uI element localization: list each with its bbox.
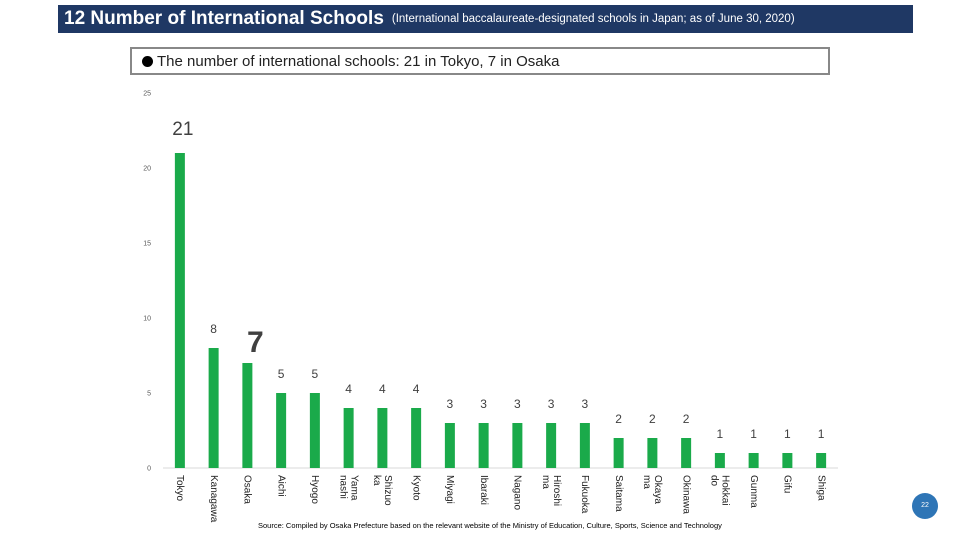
- page-number: 22: [921, 502, 929, 509]
- y-tick-label: 0: [147, 466, 151, 473]
- category-label: Osaka: [242, 475, 253, 504]
- y-tick-label: 10: [143, 316, 151, 323]
- source-note: Source: Compiled by Osaka Prefecture bas…: [258, 521, 722, 530]
- category-label: Miyagi: [444, 475, 455, 504]
- category-label: Shizuo: [382, 475, 393, 506]
- bar: [546, 423, 557, 468]
- data-label: 2: [615, 412, 622, 426]
- slide-title: 12 Number of International Schools: [64, 8, 384, 29]
- category-label: Hyogo: [309, 475, 320, 504]
- bar: [377, 408, 388, 468]
- bar: [343, 408, 354, 468]
- bar: [647, 438, 658, 468]
- category-label: ka: [371, 475, 382, 486]
- bar: [309, 393, 320, 468]
- data-label: 3: [447, 397, 454, 411]
- y-tick-label: 20: [143, 166, 151, 173]
- data-label: 4: [345, 382, 352, 396]
- category-label: Kanagawa: [208, 475, 219, 523]
- bar: [512, 423, 523, 468]
- category-label: Tokyo: [174, 475, 185, 502]
- bar: [714, 453, 725, 468]
- page-number-badge: 22: [912, 493, 938, 519]
- data-label: 21: [172, 119, 193, 140]
- category-label: ma: [641, 475, 652, 489]
- bar: [613, 438, 624, 468]
- category-label: ma: [540, 475, 551, 489]
- bar: [208, 348, 219, 468]
- category-label: Okinawa: [680, 475, 691, 514]
- category-label: Hokkai: [720, 475, 731, 506]
- data-label: 3: [514, 397, 521, 411]
- data-label: 2: [649, 412, 656, 426]
- data-label: 1: [717, 427, 724, 441]
- slide-subtitle: (International baccalaureate-designated …: [391, 13, 795, 25]
- bar: [478, 423, 489, 468]
- bullet-icon: [142, 55, 153, 67]
- y-tick-label: 5: [147, 391, 151, 398]
- bar: [816, 453, 827, 468]
- category-label: Yama: [348, 475, 359, 501]
- category-label: Gunma: [748, 475, 759, 508]
- data-label: 7: [247, 326, 264, 359]
- bar: [579, 423, 590, 468]
- data-label: 4: [413, 382, 420, 396]
- bar: [276, 393, 287, 468]
- category-label: Okaya: [652, 475, 663, 504]
- category-label: Hiroshi: [551, 475, 562, 506]
- category-label: Ibaraki: [478, 475, 489, 505]
- data-label: 1: [818, 427, 825, 441]
- category-label: nashi: [337, 475, 348, 499]
- data-label: 5: [312, 367, 319, 381]
- data-label: 5: [278, 367, 285, 381]
- category-label: do: [709, 475, 720, 487]
- category-label: Saitama: [613, 475, 624, 512]
- bar: [174, 153, 185, 468]
- data-label: 2: [683, 412, 690, 426]
- slide-title-bar: 12 Number of International Schools (Inte…: [58, 5, 913, 33]
- bar: [748, 453, 759, 468]
- bar: [242, 363, 253, 468]
- summary-box: The number of international schools: 21 …: [130, 47, 830, 75]
- data-label: 3: [582, 397, 589, 411]
- data-label: 1: [750, 427, 757, 441]
- category-label: Shiga: [815, 475, 826, 501]
- category-label: Nagano: [512, 475, 523, 510]
- bar: [782, 453, 793, 468]
- y-tick-label: 25: [143, 91, 151, 98]
- bar: [411, 408, 422, 468]
- data-label: 1: [784, 427, 791, 441]
- category-label: Aichi: [275, 475, 286, 497]
- category-label: Kyoto: [410, 475, 421, 501]
- category-label: Gifu: [782, 475, 793, 493]
- summary-text: The number of international schools: 21 …: [157, 52, 560, 70]
- data-label: 3: [480, 397, 487, 411]
- data-label: 8: [210, 322, 217, 336]
- category-label: Fukuoka: [579, 475, 590, 514]
- y-tick-label: 15: [143, 241, 151, 248]
- data-label: 4: [379, 382, 386, 396]
- bar: [444, 423, 455, 468]
- bar: [681, 438, 692, 468]
- data-label: 3: [548, 397, 555, 411]
